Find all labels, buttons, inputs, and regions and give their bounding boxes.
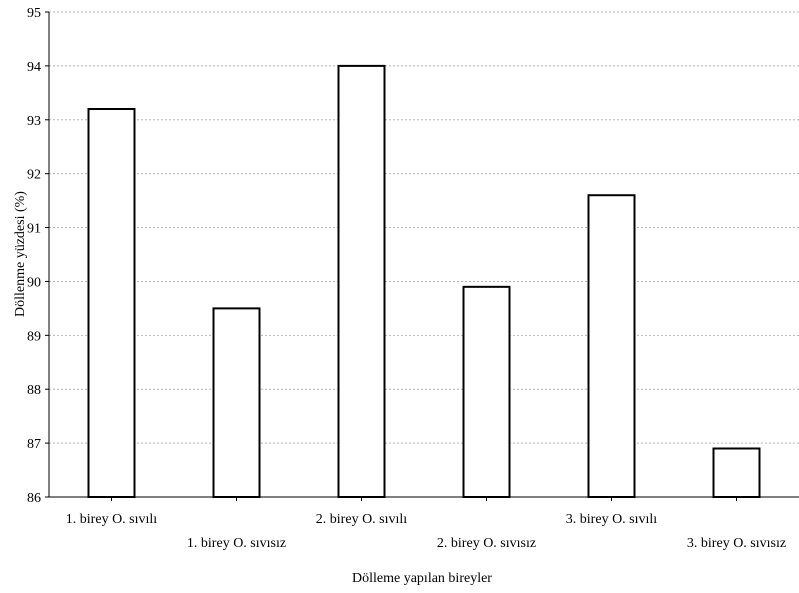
bar (87, 108, 136, 498)
y-tick-label: 89 (27, 329, 41, 344)
bar (462, 285, 511, 499)
y-tick-labels: 86 87 88 89 90 91 92 93 94 95 (27, 6, 49, 506)
y-tick-label: 88 (27, 383, 41, 398)
gridlines (49, 11, 799, 444)
x-tick-label: 1. birey O. sıvısız (187, 536, 286, 551)
y-tick-label: 95 (27, 6, 41, 21)
bar (337, 64, 386, 498)
y-tick-label: 86 (27, 491, 41, 506)
y-tick-label: 93 (27, 114, 41, 129)
x-axis-title: Dölleme yapılan bireyler (352, 571, 492, 586)
y-tick-label: 92 (27, 168, 41, 183)
y-tick-label: 87 (27, 437, 41, 452)
x-tick-label: 2. birey O. sıvısız (437, 536, 536, 551)
x-tick-label: 3. birey O. sıvısız (687, 536, 786, 551)
bar (587, 194, 636, 498)
x-tick-label: 3. birey O. sıvılı (566, 512, 657, 527)
y-axis-title: Döllenme yüzdesi (%) (13, 191, 28, 317)
bars (87, 64, 761, 499)
x-tick-labels: 1. birey O. sıvılı 1. birey O. sıvısız 2. … (66, 497, 786, 551)
y-tick-label: 94 (27, 60, 41, 75)
x-tick-label: 2. birey O. sıvılı (316, 512, 407, 527)
bar (712, 447, 761, 498)
x-tick-label: 1. birey O. sıvılı (66, 512, 157, 527)
bar (212, 307, 261, 498)
axes (48, 12, 799, 498)
y-tick-label: 91 (27, 222, 41, 237)
y-tick-label: 90 (27, 275, 41, 290)
